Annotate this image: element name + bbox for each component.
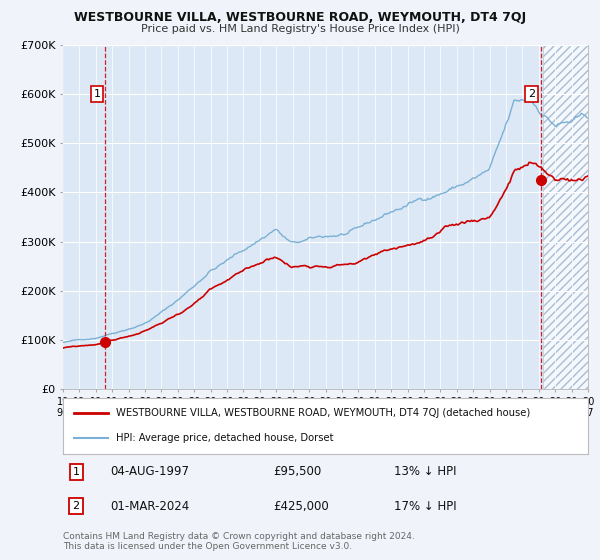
Text: HPI: Average price, detached house, Dorset: HPI: Average price, detached house, Dors… [115,433,333,443]
Text: 1: 1 [73,467,80,477]
Text: 13% ↓ HPI: 13% ↓ HPI [394,465,456,478]
Text: £95,500: £95,500 [273,465,321,478]
Text: 04-AUG-1997: 04-AUG-1997 [110,465,189,478]
Text: 2: 2 [73,501,80,511]
Text: 17% ↓ HPI: 17% ↓ HPI [394,500,457,513]
Text: 1: 1 [94,89,101,99]
Text: £425,000: £425,000 [273,500,329,513]
Bar [543,45,588,389]
Text: WESTBOURNE VILLA, WESTBOURNE ROAD, WEYMOUTH, DT4 7QJ: WESTBOURNE VILLA, WESTBOURNE ROAD, WEYMO… [74,11,526,24]
Text: WESTBOURNE VILLA, WESTBOURNE ROAD, WEYMOUTH, DT4 7QJ (detached house): WESTBOURNE VILLA, WESTBOURNE ROAD, WEYMO… [115,408,530,418]
Text: Contains HM Land Registry data © Crown copyright and database right 2024.
This d: Contains HM Land Registry data © Crown c… [63,532,415,552]
Bar [543,45,588,389]
Text: 01-MAR-2024: 01-MAR-2024 [110,500,190,513]
Text: 2: 2 [528,89,535,99]
Text: Price paid vs. HM Land Registry's House Price Index (HPI): Price paid vs. HM Land Registry's House … [140,24,460,34]
